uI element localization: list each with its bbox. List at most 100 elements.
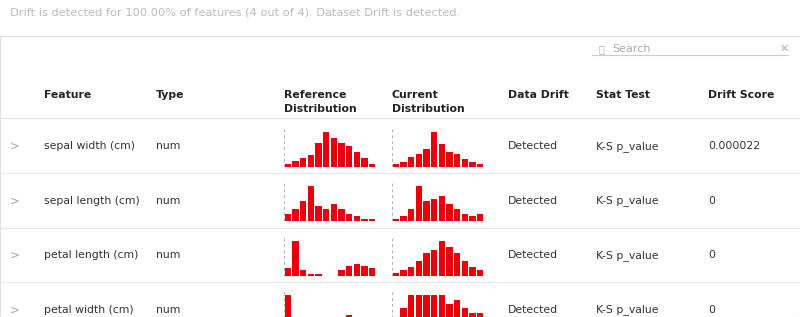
Text: sepal length (cm): sepal length (cm) <box>44 196 140 206</box>
Bar <box>477 214 483 221</box>
Bar <box>454 253 460 276</box>
Bar <box>293 161 298 167</box>
Bar <box>315 144 322 167</box>
Bar <box>470 216 475 221</box>
Text: 0.000022: 0.000022 <box>708 141 760 151</box>
Bar <box>438 144 445 167</box>
Bar <box>362 266 367 276</box>
Bar <box>446 304 453 317</box>
Bar <box>431 132 438 167</box>
Bar <box>408 295 414 317</box>
Bar <box>338 209 345 221</box>
Text: sepal width (cm): sepal width (cm) <box>44 141 135 151</box>
Bar <box>423 201 430 221</box>
Bar <box>393 219 399 221</box>
Bar <box>431 249 438 276</box>
Text: num: num <box>156 305 180 315</box>
Text: Drift is detected for 100.00% of features (4 out of 4). Dataset Drift is detecte: Drift is detected for 100.00% of feature… <box>10 8 460 18</box>
Text: Stat Test: Stat Test <box>596 90 650 100</box>
Text: Detected: Detected <box>508 250 558 260</box>
Bar <box>315 274 322 276</box>
Bar <box>408 267 414 276</box>
Bar <box>300 158 306 167</box>
Bar <box>446 152 453 167</box>
Text: 0: 0 <box>708 196 715 206</box>
Text: Drift Score: Drift Score <box>708 90 774 100</box>
Bar <box>338 144 345 167</box>
Bar <box>408 209 414 221</box>
Text: K-S p_value: K-S p_value <box>596 141 658 152</box>
Bar <box>470 267 475 276</box>
Bar <box>423 295 430 317</box>
Text: Search: Search <box>612 44 650 54</box>
Text: Detected: Detected <box>508 141 558 151</box>
Bar <box>470 313 475 317</box>
Bar <box>323 132 330 167</box>
Bar <box>438 241 445 276</box>
Bar <box>346 315 352 317</box>
Text: Data Drift: Data Drift <box>508 90 569 100</box>
Text: K-S p_value: K-S p_value <box>596 195 658 206</box>
Bar <box>338 270 345 276</box>
Bar <box>454 154 460 167</box>
Text: Detected: Detected <box>508 305 558 315</box>
Bar <box>416 261 422 276</box>
Bar <box>431 295 438 317</box>
Bar <box>330 204 337 221</box>
Bar <box>477 164 483 167</box>
Bar <box>401 270 406 276</box>
Text: petal width (cm): petal width (cm) <box>44 305 134 315</box>
Bar <box>416 295 422 317</box>
Bar <box>431 199 438 221</box>
Bar <box>300 201 306 221</box>
Text: K-S p_value: K-S p_value <box>596 304 658 315</box>
Bar <box>315 206 322 221</box>
Text: 0: 0 <box>708 250 715 260</box>
Bar <box>369 268 375 276</box>
Bar <box>285 214 291 221</box>
Bar <box>454 300 460 317</box>
Bar <box>346 266 352 276</box>
Bar <box>401 162 406 167</box>
Bar <box>438 196 445 221</box>
Bar <box>323 209 330 221</box>
Bar <box>477 313 483 317</box>
Bar <box>462 159 468 167</box>
Bar <box>416 186 422 221</box>
Bar <box>462 261 468 276</box>
Bar <box>369 219 375 221</box>
Bar <box>354 264 360 276</box>
Bar <box>401 308 406 317</box>
Text: Current
Distribution: Current Distribution <box>392 90 465 113</box>
FancyBboxPatch shape <box>0 36 800 317</box>
Text: num: num <box>156 196 180 206</box>
Text: ✕: ✕ <box>780 44 790 54</box>
Bar <box>369 164 375 167</box>
Text: >: > <box>10 194 19 207</box>
Text: Reference
Distribution: Reference Distribution <box>284 90 357 113</box>
Text: Type: Type <box>156 90 185 100</box>
Bar <box>446 204 453 221</box>
Bar <box>300 270 306 276</box>
Text: 🔍: 🔍 <box>598 44 604 54</box>
Bar <box>285 295 291 317</box>
Text: Feature: Feature <box>44 90 91 100</box>
Bar <box>293 209 298 221</box>
Bar <box>423 149 430 167</box>
Bar <box>354 216 360 221</box>
Bar <box>362 158 367 167</box>
Text: >: > <box>10 303 19 316</box>
Bar <box>346 146 352 167</box>
Text: num: num <box>156 250 180 260</box>
Text: >: > <box>10 139 19 153</box>
Bar <box>362 219 367 221</box>
Bar <box>462 214 468 221</box>
Text: 0: 0 <box>708 305 715 315</box>
Bar <box>454 209 460 221</box>
Bar <box>330 138 337 167</box>
Bar <box>293 241 298 276</box>
Text: >: > <box>10 249 19 262</box>
Bar <box>308 186 314 221</box>
Bar <box>462 308 468 317</box>
Bar <box>477 270 483 276</box>
